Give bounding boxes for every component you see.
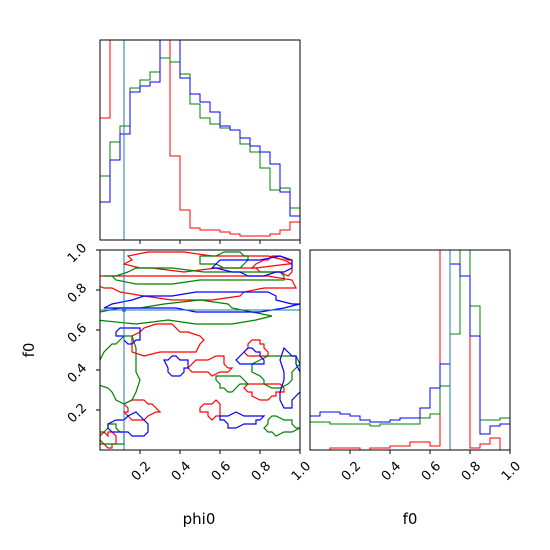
phi0-hist-green bbox=[100, 57, 300, 209]
contour-blue-0 bbox=[103, 291, 300, 313]
joint-ytick-label-1: 0.4 bbox=[65, 361, 90, 386]
joint-ytick-label-2: 0.6 bbox=[65, 321, 90, 346]
contour-red-3 bbox=[187, 355, 234, 377]
f0-right-xtick-label-1: 0.4 bbox=[379, 459, 404, 484]
contour-red-9 bbox=[100, 431, 117, 449]
phi0-f0-joint-panel: 0.2 0.4 0.6 0.8 1.0 0.2 0.4 0.6 0.8 1.0 bbox=[65, 241, 314, 484]
phi0-series-group bbox=[100, 40, 300, 237]
contour-blue-4 bbox=[235, 347, 265, 365]
joint-xtick-label-2: 0.6 bbox=[209, 459, 234, 484]
contour-green-0 bbox=[104, 267, 285, 285]
joint-xtick-label-1: 0.4 bbox=[169, 459, 194, 484]
phi0-hist-blue bbox=[100, 40, 300, 217]
f0-marginal-frame bbox=[309, 249, 511, 451]
contour-green-6 bbox=[100, 423, 125, 445]
contour-blue-1 bbox=[115, 327, 141, 345]
contour-blue-5 bbox=[107, 411, 149, 437]
contour-green-3 bbox=[251, 355, 300, 389]
contour-red-6 bbox=[122, 399, 162, 421]
f0-hist-blue bbox=[310, 263, 510, 435]
contour-red-1 bbox=[122, 251, 293, 273]
f0-right-xtick-label-4: 1.0 bbox=[499, 459, 524, 484]
contour-red-4 bbox=[199, 399, 221, 421]
contour-green-1 bbox=[100, 299, 273, 325]
phi0-hist-red bbox=[100, 40, 300, 237]
contour-green-4 bbox=[215, 375, 250, 393]
joint-frame bbox=[99, 249, 301, 451]
contour-red-5 bbox=[243, 383, 285, 401]
f0-right-xtick-label-2: 0.6 bbox=[419, 459, 444, 484]
joint-xtick-label-4: 1.0 bbox=[289, 459, 314, 484]
joint-xtick-label-3: 0.8 bbox=[249, 459, 274, 484]
contour-blue-3 bbox=[279, 346, 300, 409]
joint-truth-point bbox=[122, 308, 126, 312]
contour-green-5 bbox=[263, 415, 300, 437]
joint-ytick-label-0: 0.2 bbox=[65, 401, 90, 426]
joint-ytick-label-4: 1.0 bbox=[65, 241, 90, 266]
joint-contours bbox=[100, 251, 300, 449]
joint-xtick-label-0: 0.2 bbox=[129, 459, 154, 484]
f0-hist-red bbox=[310, 250, 510, 450]
contour-blue-2 bbox=[163, 355, 189, 377]
phi0-marginal-frame bbox=[99, 39, 301, 241]
contour-blue-6 bbox=[210, 255, 293, 277]
y-axis-title-f0: f0 bbox=[20, 343, 38, 358]
f0-marginal-panel: 0.2 0.4 0.6 0.8 1.0 bbox=[309, 249, 524, 484]
x-axis-title-f0: f0 bbox=[403, 510, 418, 528]
joint-ytick-label-3: 0.8 bbox=[65, 281, 90, 306]
f0-right-xtick-label-0: 0.2 bbox=[339, 459, 364, 484]
contour-red-0 bbox=[100, 275, 297, 301]
contour-blue-7 bbox=[219, 411, 266, 429]
x-axis-title-phi0: phi0 bbox=[183, 510, 216, 528]
f0-right-xtick-label-3: 0.8 bbox=[459, 459, 484, 484]
f0-series-group bbox=[310, 250, 510, 450]
f0-hist-green bbox=[310, 250, 510, 427]
contour-red-2 bbox=[131, 323, 205, 357]
contour-green-2 bbox=[100, 335, 141, 405]
contour-green-7 bbox=[199, 251, 249, 269]
phi0-marginal-panel bbox=[99, 39, 301, 244]
